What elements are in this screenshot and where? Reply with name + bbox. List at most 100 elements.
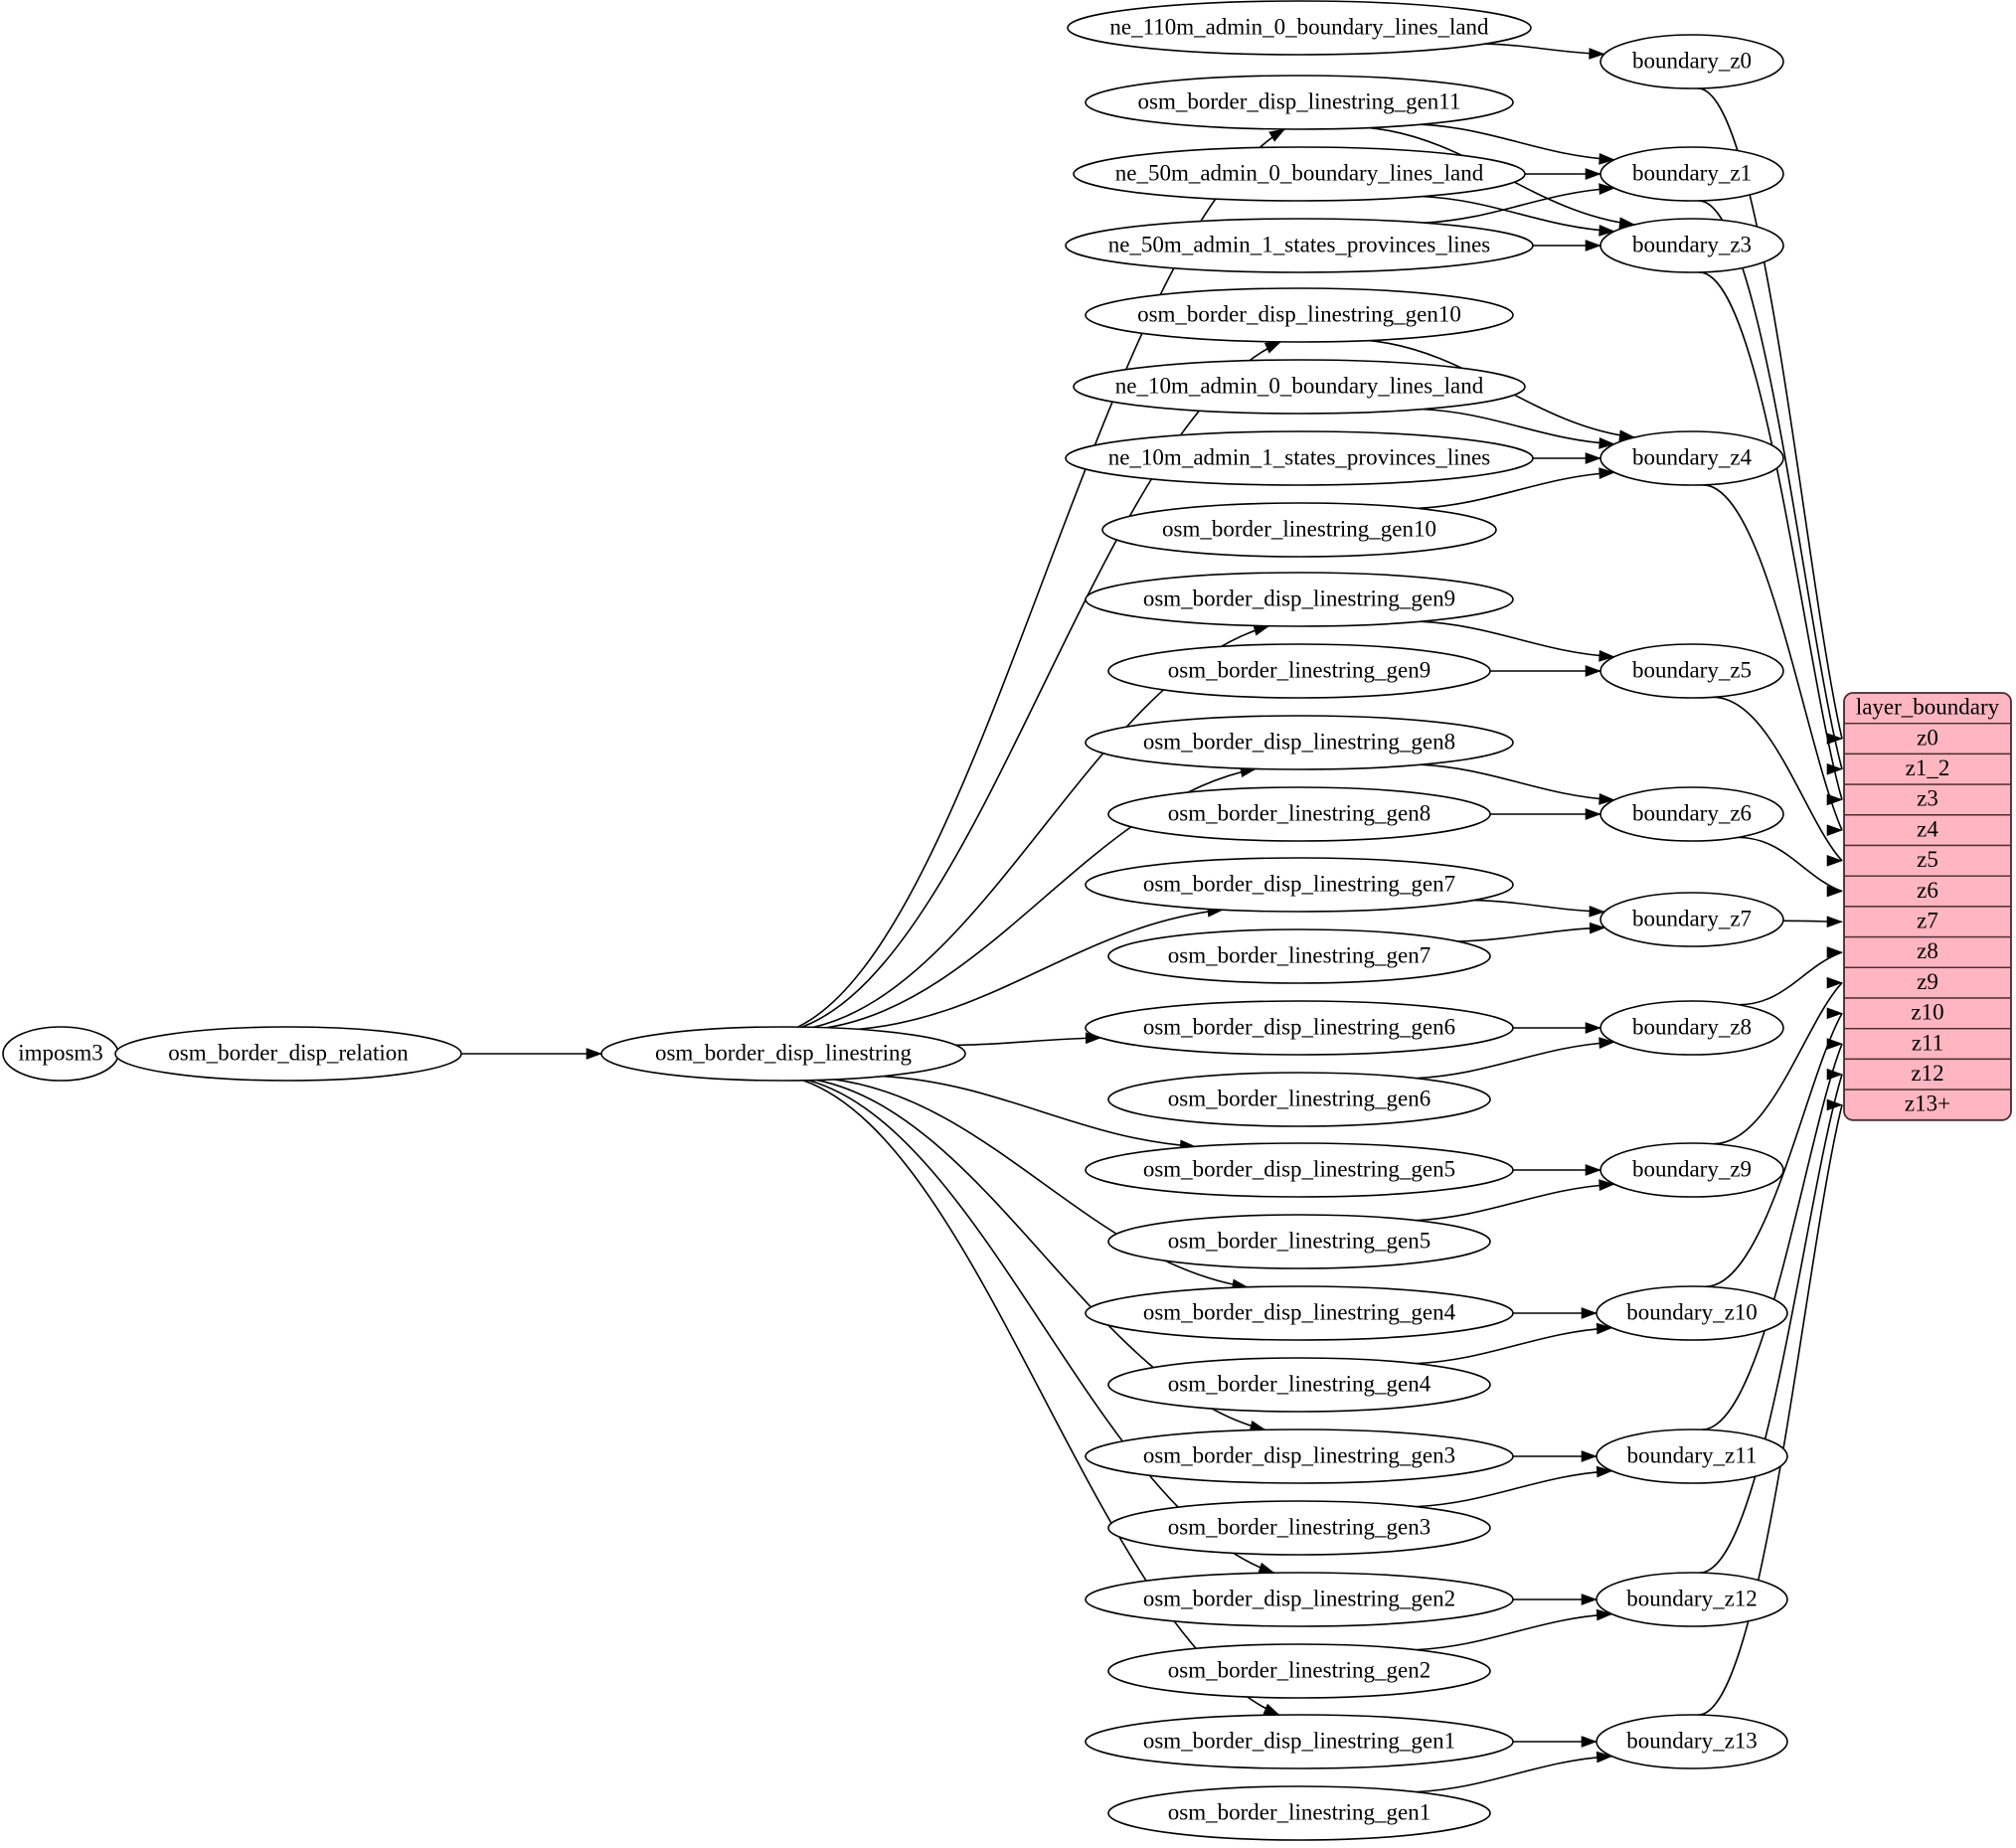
node-boundary_z5[interactable]: boundary_z5: [1599, 643, 1784, 699]
table-row-label: z4: [1917, 816, 1938, 841]
table-row-label: z3: [1917, 786, 1938, 811]
arrowhead: [1589, 905, 1605, 918]
node-shape: [1065, 218, 1534, 273]
node-boundary_z9[interactable]: boundary_z9: [1599, 1142, 1784, 1198]
node-ne_50m_admin_0_boundary_lines_land[interactable]: ne_50m_admin_0_boundary_lines_land: [1073, 146, 1526, 202]
node-osm_border_disp_linestring_gen5[interactable]: osm_border_disp_linestring_gen5: [1085, 1142, 1514, 1198]
table-row-cell[interactable]: [1844, 875, 2011, 908]
node-osm_border_linestring_gen9[interactable]: osm_border_linestring_gen9: [1107, 643, 1491, 699]
table-row-cell[interactable]: [1844, 966, 2011, 999]
node-osm_border_disp_linestring_gen11[interactable]: osm_border_disp_linestring_gen11: [1085, 75, 1514, 130]
edge-osm_border_disp_linestring-to-osm_border_disp_linestring_gen4: [834, 1079, 1249, 1288]
arrowhead: [1596, 1465, 1613, 1478]
edge-osm_border_disp_linestring-to-osm_border_disp_linestring_gen5: [883, 1075, 1196, 1148]
node-label: osm_border_disp_linestring_gen10: [1137, 301, 1461, 326]
table-row-cell[interactable]: [1844, 814, 2011, 847]
node-shape: [1073, 359, 1526, 415]
table-row-label: z12: [1911, 1061, 1943, 1086]
node-label: osm_border_disp_linestring_gen11: [1138, 88, 1461, 113]
node-shape: [1101, 502, 1497, 558]
edge-boundary_z11-to-row-z11: [1701, 1043, 1843, 1430]
node-osm_border_disp_linestring_gen4[interactable]: osm_border_disp_linestring_gen4: [1085, 1285, 1514, 1341]
node-osm_border_linestring_gen8[interactable]: osm_border_linestring_gen8: [1107, 786, 1491, 842]
node-osm_border_linestring_gen1[interactable]: osm_border_linestring_gen1: [1107, 1785, 1491, 1841]
arrowhead: [1585, 1164, 1601, 1176]
node-osm_border_disp_linestring_gen6[interactable]: osm_border_disp_linestring_gen6: [1085, 1000, 1514, 1056]
node-shape: [1599, 892, 1784, 947]
edge-osm_border_disp_linestring-to-osm_border_disp_linestring_gen6: [955, 1037, 1101, 1047]
node-osm_border_linestring_gen4[interactable]: osm_border_linestring_gen4: [1107, 1357, 1491, 1413]
arrowhead: [1826, 855, 1843, 867]
node-ne_110m_admin_0_boundary_lines_land[interactable]: ne_110m_admin_0_boundary_lines_land: [1067, 0, 1532, 56]
table-row-label: z8: [1917, 938, 1938, 963]
node-boundary_z1[interactable]: boundary_z1: [1599, 146, 1784, 202]
node-shape: [1596, 1428, 1788, 1484]
node-osm_border_linestring_gen7[interactable]: osm_border_linestring_gen7: [1107, 928, 1491, 984]
node-osm_border_disp_linestring_gen3[interactable]: osm_border_disp_linestring_gen3: [1085, 1428, 1514, 1484]
node-ne_10m_admin_0_boundary_lines_land[interactable]: ne_10m_admin_0_boundary_lines_land: [1073, 359, 1526, 415]
node-shape: [1107, 1357, 1491, 1413]
node-shape: [1085, 1000, 1514, 1056]
node-osm_border_disp_linestring_gen8[interactable]: osm_border_disp_linestring_gen8: [1085, 715, 1514, 770]
node-boundary_z8[interactable]: boundary_z8: [1599, 1000, 1784, 1056]
node-osm_border_disp_relation[interactable]: osm_border_disp_relation: [114, 1026, 462, 1082]
node-osm_border_linestring_gen10[interactable]: osm_border_linestring_gen10: [1101, 502, 1497, 558]
table-row-label: z7: [1917, 909, 1938, 933]
node-shape: [1107, 786, 1491, 842]
table-row-cell[interactable]: [1844, 783, 2011, 816]
edge-osm_border_disp_linestring_gen9-to-boundary_z5: [1420, 620, 1614, 658]
node-osm_border_linestring_gen3[interactable]: osm_border_linestring_gen3: [1107, 1500, 1491, 1556]
node-osm_border_linestring_gen5[interactable]: osm_border_linestring_gen5: [1107, 1214, 1491, 1269]
edge-boundary_z9-to-row-z9: [1713, 982, 1843, 1145]
node-osm_border_disp_linestring_gen10[interactable]: osm_border_disp_linestring_gen10: [1085, 287, 1514, 343]
edge-osm_border_linestring_gen1-to-boundary_z13: [1416, 1755, 1612, 1793]
arrowhead: [1826, 946, 1843, 958]
node-shape: [1085, 1285, 1514, 1341]
node-shape: [1065, 430, 1534, 486]
node-label: boundary_z9: [1632, 1156, 1752, 1181]
node-boundary_z4[interactable]: boundary_z4: [1599, 430, 1784, 486]
edge-ne_110m_admin_0_boundary_lines_land-to-boundary_z0: [1485, 43, 1604, 56]
node-boundary_z10[interactable]: boundary_z10: [1596, 1285, 1788, 1341]
node-label: osm_border_disp_linestring_gen6: [1143, 1014, 1455, 1039]
node-osm_border_disp_linestring_gen9[interactable]: osm_border_disp_linestring_gen9: [1085, 572, 1514, 627]
node-boundary_z0[interactable]: boundary_z0: [1599, 34, 1784, 89]
arrowhead: [1598, 183, 1615, 195]
node-shape: [1085, 75, 1514, 130]
node-ne_10m_admin_1_states_provinces_lines[interactable]: ne_10m_admin_1_states_provinces_lines: [1065, 430, 1534, 486]
node-boundary_z12[interactable]: boundary_z12: [1596, 1572, 1788, 1627]
node-boundary_z13[interactable]: boundary_z13: [1596, 1714, 1788, 1769]
arrowhead: [1585, 665, 1601, 677]
node-label: boundary_z6: [1632, 800, 1752, 825]
node-osm_border_linestring_gen6[interactable]: osm_border_linestring_gen6: [1107, 1072, 1491, 1127]
node-boundary_z6[interactable]: boundary_z6: [1599, 786, 1784, 842]
arrowhead: [586, 1048, 602, 1060]
edge-boundary_z5-to-row-z5: [1713, 696, 1843, 862]
node-osm_border_disp_linestring_gen2[interactable]: osm_border_disp_linestring_gen2: [1085, 1572, 1514, 1627]
edge-osm_border_linestring_gen10-to-boundary_z4: [1417, 471, 1614, 510]
node-ne_50m_admin_1_states_provinces_lines[interactable]: ne_50m_admin_1_states_provinces_lines: [1065, 218, 1534, 273]
node-label: osm_border_linestring_gen3: [1168, 1514, 1430, 1539]
node-osm_border_disp_linestring_gen7[interactable]: osm_border_disp_linestring_gen7: [1085, 857, 1514, 913]
node-boundary_z3[interactable]: boundary_z3: [1599, 218, 1784, 273]
table-row-label: z9: [1917, 969, 1938, 994]
node-label: boundary_z10: [1626, 1299, 1758, 1324]
node-label: boundary_z8: [1632, 1014, 1752, 1039]
node-osm_border_linestring_gen2[interactable]: osm_border_linestring_gen2: [1107, 1643, 1491, 1699]
node-shape: [1085, 1572, 1514, 1627]
node-boundary_z7[interactable]: boundary_z7: [1599, 892, 1784, 947]
node-shape: [1085, 857, 1514, 913]
node-imposm3[interactable]: imposm3: [2, 1026, 119, 1082]
edge-boundary_z4-to-row-z4: [1702, 484, 1843, 831]
node-shape: [1599, 218, 1784, 273]
arrowhead: [1585, 168, 1601, 180]
arrowhead: [1585, 452, 1601, 464]
arrowhead: [1826, 1098, 1843, 1111]
node-osm_border_disp_linestring_gen1[interactable]: osm_border_disp_linestring_gen1: [1085, 1714, 1514, 1769]
node-osm_border_disp_linestring[interactable]: osm_border_disp_linestring: [600, 1026, 966, 1082]
arrowhead: [1826, 1068, 1843, 1081]
node-boundary_z11[interactable]: boundary_z11: [1596, 1428, 1788, 1484]
edge-osm_border_linestring_gen5-to-boundary_z9: [1416, 1183, 1614, 1222]
node-shape: [600, 1026, 966, 1082]
